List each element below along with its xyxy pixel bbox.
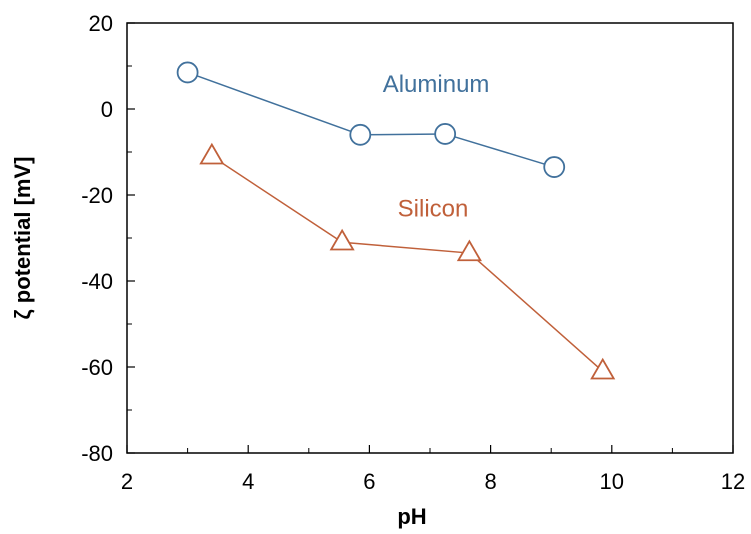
aluminum-series-line (187, 71, 555, 168)
x-tick-label: 10 (600, 469, 624, 494)
silicon-data-point (590, 357, 616, 380)
x-axis-ticks: 2 4 6 8 10 12 (121, 445, 745, 494)
aluminum-data-point (176, 61, 199, 84)
y-tick-label: -80 (81, 441, 113, 466)
silicon-data-point (329, 228, 355, 251)
y-tick-label: -40 (81, 269, 113, 294)
y-tick-label: 0 (101, 97, 113, 122)
annotation-layer: Aluminum Silicon (383, 71, 490, 223)
y-tick-label: -20 (81, 183, 113, 208)
y-tick-label: -60 (81, 355, 113, 380)
aluminum-data-point (543, 156, 566, 178)
x-tick-label: 4 (242, 469, 254, 494)
x-tick-label: 2 (121, 469, 133, 494)
x-tick-label: 12 (721, 469, 745, 494)
x-tick-label: 6 (363, 469, 375, 494)
series-layer (176, 61, 616, 380)
silicon-series-label: Silicon (398, 196, 469, 223)
aluminum-data-point (434, 123, 457, 145)
silicon-data-point (199, 142, 225, 165)
y-axis-title: ζ potential [mV] (10, 157, 35, 320)
silicon-data-point (456, 239, 482, 262)
y-axis-ticks: 20 0 -20 -40 -60 -80 (81, 11, 135, 466)
silicon-series-line (211, 155, 604, 372)
aluminum-data-point (349, 123, 372, 146)
y-tick-label: 20 (89, 11, 113, 36)
x-tick-label: 8 (484, 469, 496, 494)
aluminum-series-label: Aluminum (383, 71, 490, 98)
x-axis-title: pH (397, 504, 426, 529)
